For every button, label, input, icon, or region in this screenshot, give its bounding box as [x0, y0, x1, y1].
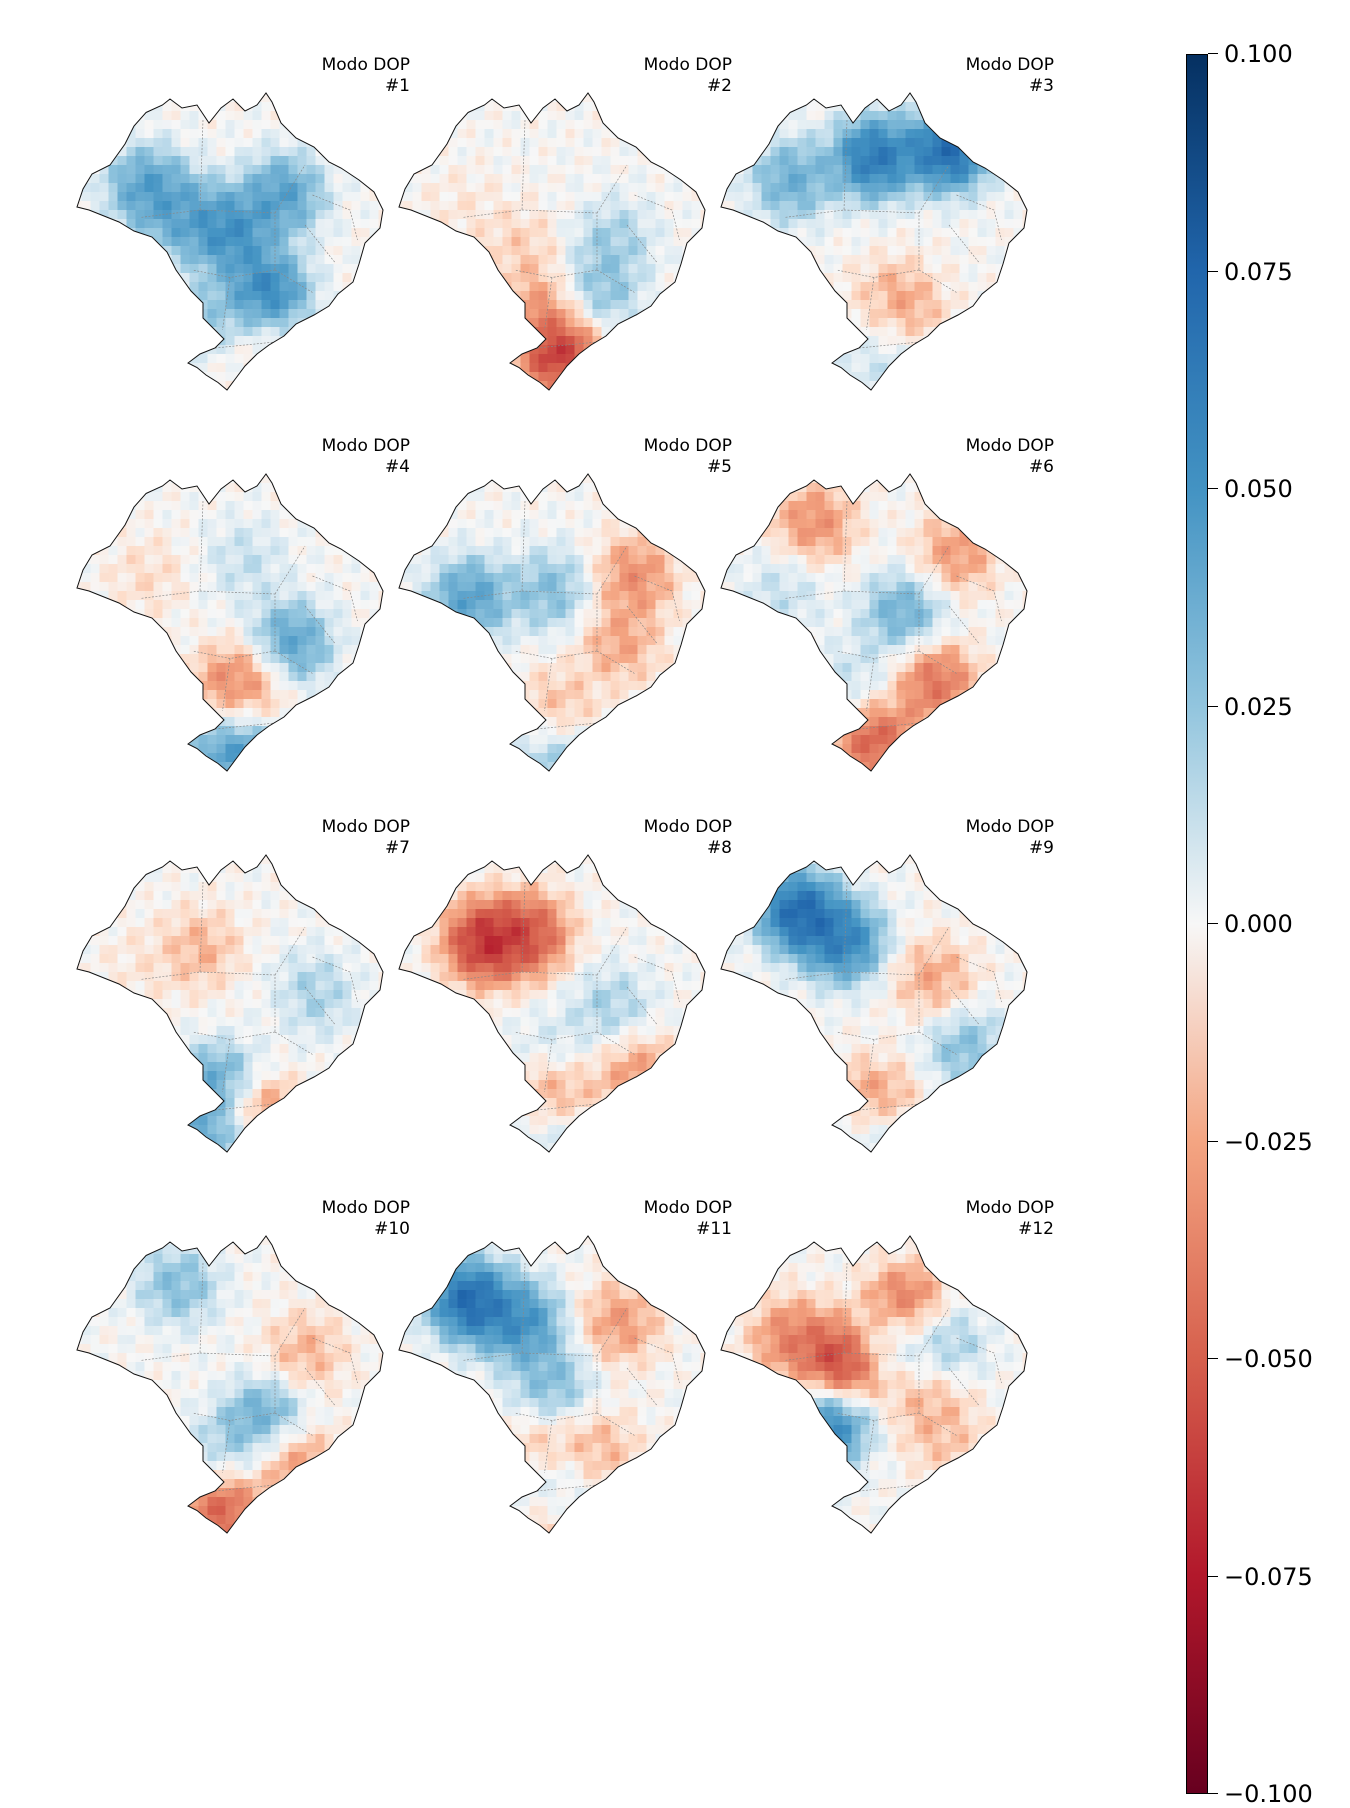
panel-title-number: #12: [966, 1219, 1054, 1240]
colorbar: [1186, 54, 1208, 1794]
map-panel-10: Modo DOP#10: [40, 1198, 410, 1578]
map-panel-5: Modo DOP#5: [362, 436, 732, 816]
value-field: [73, 837, 389, 1162]
panel-title-number: #6: [966, 457, 1054, 478]
value-field: [717, 456, 1033, 781]
brazil-map-8: [362, 817, 732, 1197]
brazil-map-7: [40, 817, 410, 1197]
map-panel-8: Modo DOP#8: [362, 817, 732, 1197]
value-field: [395, 75, 711, 400]
colorbar-tick-label: −0.075: [1224, 1563, 1313, 1591]
brazil-map-4: [40, 436, 410, 816]
brazil-map-12: [684, 1198, 1054, 1578]
colorbar-tick-label: 0.050: [1224, 475, 1293, 503]
panel-title-label: Modo DOP: [966, 817, 1054, 838]
brazil-map-11: [362, 1198, 732, 1578]
colorbar-tick: [1208, 1141, 1218, 1142]
colorbar-tick-label: 0.100: [1224, 40, 1293, 68]
colorbar-tick: [1208, 488, 1218, 489]
colorbar-tick-label: −0.025: [1224, 1128, 1313, 1156]
value-field: [395, 456, 711, 781]
map-panel-11: Modo DOP#11: [362, 1198, 732, 1578]
value-field: [73, 456, 389, 781]
colorbar-tick-label: 0.025: [1224, 693, 1293, 721]
map-panel-9: Modo DOP#9: [684, 817, 1054, 1197]
map-panel-6: Modo DOP#6: [684, 436, 1054, 816]
map-panel-2: Modo DOP#2: [362, 55, 732, 435]
colorbar-tick: [1208, 1358, 1218, 1359]
colorbar-tick: [1208, 1576, 1218, 1577]
panel-title-label: Modo DOP: [966, 436, 1054, 457]
panel-title-number: #9: [966, 838, 1054, 859]
map-panel-3: Modo DOP#3: [684, 55, 1054, 435]
colorbar-tick-label: −0.100: [1224, 1780, 1313, 1808]
value-field: [395, 1218, 711, 1543]
map-panel-4: Modo DOP#4: [40, 436, 410, 816]
panel-title-label: Modo DOP: [966, 1198, 1054, 1219]
panel-title-number: #3: [966, 76, 1054, 97]
colorbar-tick-label: 0.075: [1224, 258, 1293, 286]
brazil-map-6: [684, 436, 1054, 816]
value-field: [73, 1218, 389, 1543]
brazil-map-3: [684, 55, 1054, 435]
brazil-map-9: [684, 817, 1054, 1197]
panel-title: Modo DOP#9: [966, 817, 1054, 859]
map-panel-1: Modo DOP#1: [40, 55, 410, 435]
colorbar-tick: [1208, 923, 1218, 924]
panel-title: Modo DOP#3: [966, 55, 1054, 97]
colorbar-tick-label: −0.050: [1224, 1345, 1313, 1373]
value-field: [717, 837, 1033, 1162]
value-field: [717, 75, 1033, 400]
value-field: [395, 837, 711, 1162]
map-panel-7: Modo DOP#7: [40, 817, 410, 1197]
value-field: [73, 75, 389, 400]
colorbar-tick: [1208, 271, 1218, 272]
brazil-map-1: [40, 55, 410, 435]
colorbar-tick: [1208, 1793, 1218, 1794]
panel-title-label: Modo DOP: [966, 55, 1054, 76]
brazil-map-10: [40, 1198, 410, 1578]
colorbar-tick: [1208, 53, 1218, 54]
panel-title: Modo DOP#6: [966, 436, 1054, 478]
colorbar-tick: [1208, 706, 1218, 707]
panel-title: Modo DOP#12: [966, 1198, 1054, 1240]
brazil-map-2: [362, 55, 732, 435]
map-panel-12: Modo DOP#12: [684, 1198, 1054, 1578]
brazil-map-5: [362, 436, 732, 816]
colorbar-tick-label: 0.000: [1224, 910, 1293, 938]
value-field: [717, 1218, 1033, 1543]
